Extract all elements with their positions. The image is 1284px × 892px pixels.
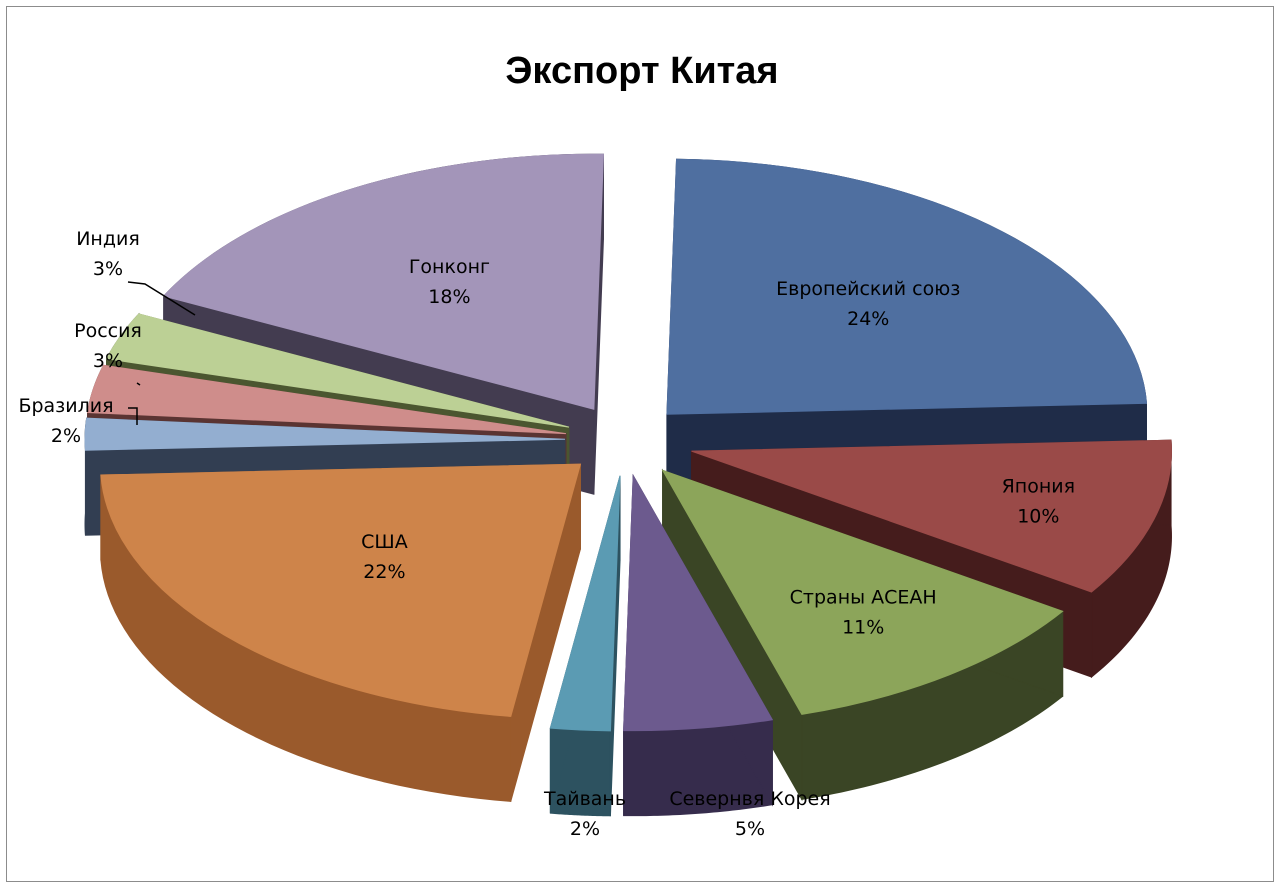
pie-slice-8 (105, 313, 570, 428)
pie-slice-1 (691, 439, 1172, 593)
slice-label-value-2: 11% (842, 617, 884, 639)
slice-label-value-8: 3% (93, 258, 123, 280)
slice-label-name-5: США (361, 531, 408, 553)
slice-label-name-7: Россия (74, 320, 142, 342)
slice-label-name-0: Европейский союз (776, 278, 960, 300)
slice-label-value-6: 2% (51, 425, 81, 447)
slice-label-value-7: 3% (93, 350, 123, 372)
slice-label-name-8: Индия (76, 228, 140, 250)
slice-label-name-1: Япония (1002, 475, 1075, 497)
slice-label-value-5: 22% (363, 561, 405, 583)
pie-slice-3 (623, 473, 774, 732)
pie-slice-5 (100, 463, 582, 717)
pie-slice-2 (661, 469, 1064, 715)
leader-line-8 (127, 281, 196, 316)
slice-label-value-4: 2% (570, 818, 600, 840)
slice-label-value-1: 10% (1017, 505, 1059, 527)
pie-slice-7 (87, 364, 567, 435)
slice-label-name-3: Севернвя Корея (669, 788, 830, 810)
pie-slice-6 (84, 417, 566, 451)
pie-slice-4 (549, 475, 621, 732)
pie-slice-0 (666, 158, 1148, 415)
slice-label-value-9: 18% (428, 286, 470, 308)
slice-label-name-9: Гонконг (409, 256, 490, 278)
leader-line-6 (128, 407, 138, 425)
slice-label-value-3: 5% (735, 818, 765, 840)
slice-label-value-0: 24% (847, 308, 889, 330)
slice-label-name-4: Тайвань (543, 788, 626, 810)
slice-label-name-2: Страны АСЕАН (790, 587, 937, 609)
slice-label-name-6: Бразилия (18, 395, 113, 417)
pie-slice-9 (162, 153, 604, 410)
leader-line-7 (136, 382, 141, 386)
chart-title: Экспорт Китая (505, 50, 779, 92)
